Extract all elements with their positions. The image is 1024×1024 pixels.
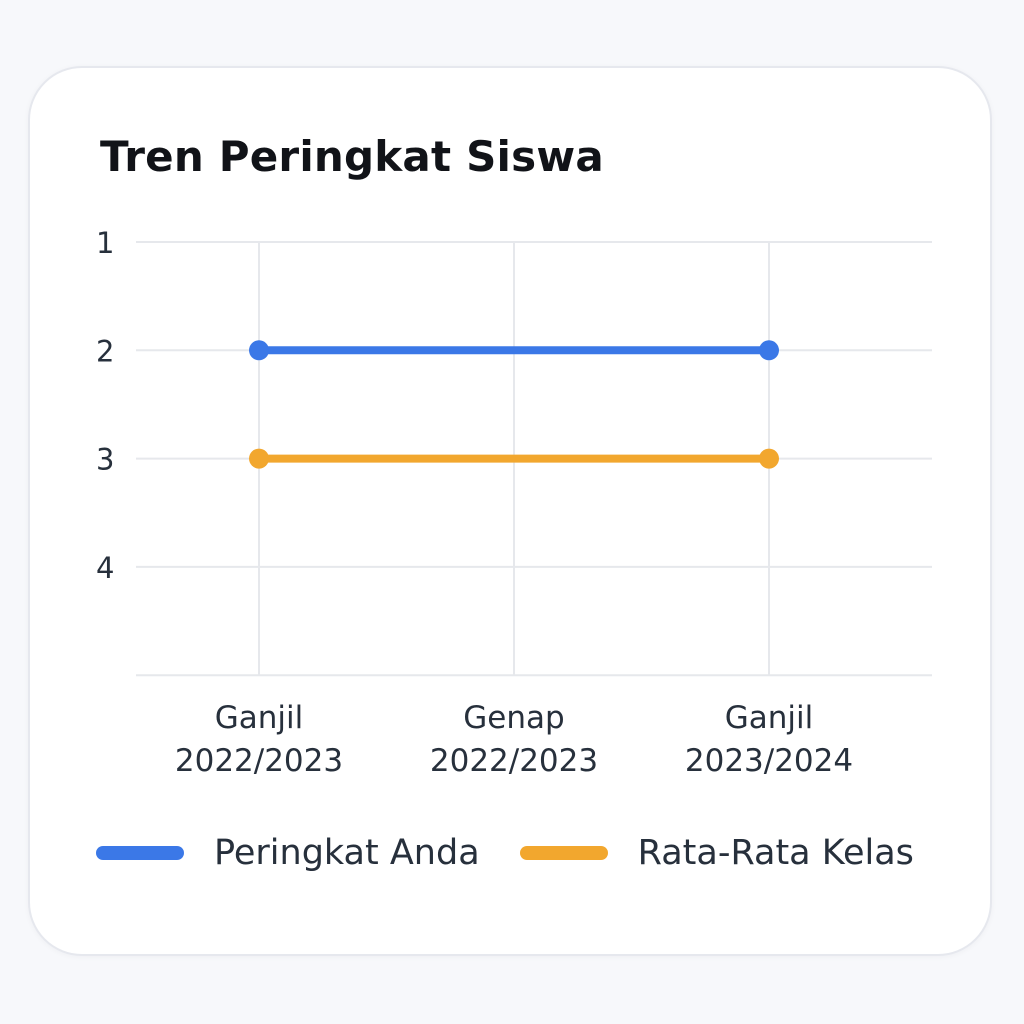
legend-item-rata-rata-kelas[interactable]: Rata-Rata Kelas: [519, 833, 914, 873]
legend-swatch-peringkat-anda: [96, 846, 184, 860]
y-tick-label: 4: [96, 551, 114, 585]
data-point-peringkat-anda[interactable]: [249, 340, 269, 361]
data-point-peringkat-anda[interactable]: [759, 340, 779, 361]
y-axis-ticks: 1 2 3 4: [96, 226, 114, 585]
y-tick-label: 3: [96, 443, 114, 477]
y-tick-label: 1: [96, 226, 114, 260]
y-tick-label: 2: [96, 334, 114, 368]
chart-card: Tren Peringkat Siswa 1 2 3 4 Ganjil 2022/202…: [28, 66, 992, 956]
data-point-rata-rata-kelas[interactable]: [249, 448, 269, 469]
legend-swatch-rata-rata-kelas: [519, 846, 608, 860]
x-tick-label: Genap 2022/2023: [430, 700, 598, 779]
x-tick-label: Ganjil 2023/2024: [685, 700, 853, 779]
legend-label-rata-rata-kelas: Rata-Rata Kelas: [637, 833, 914, 873]
legend: Peringkat Anda Rata-Rata Kelas: [96, 833, 954, 873]
chart-title: Tren Peringkat Siswa: [100, 132, 604, 181]
data-point-rata-rata-kelas[interactable]: [759, 448, 779, 469]
legend-item-peringkat-anda[interactable]: Peringkat Anda: [96, 833, 480, 873]
x-axis-ticks: Ganjil 2022/2023 Genap 2022/2023 Ganjil 2023/…: [175, 700, 853, 779]
series-lines: [249, 340, 779, 469]
x-tick-label: Ganjil 2022/2023: [175, 700, 343, 779]
legend-label-peringkat-anda: Peringkat Anda: [214, 833, 480, 873]
